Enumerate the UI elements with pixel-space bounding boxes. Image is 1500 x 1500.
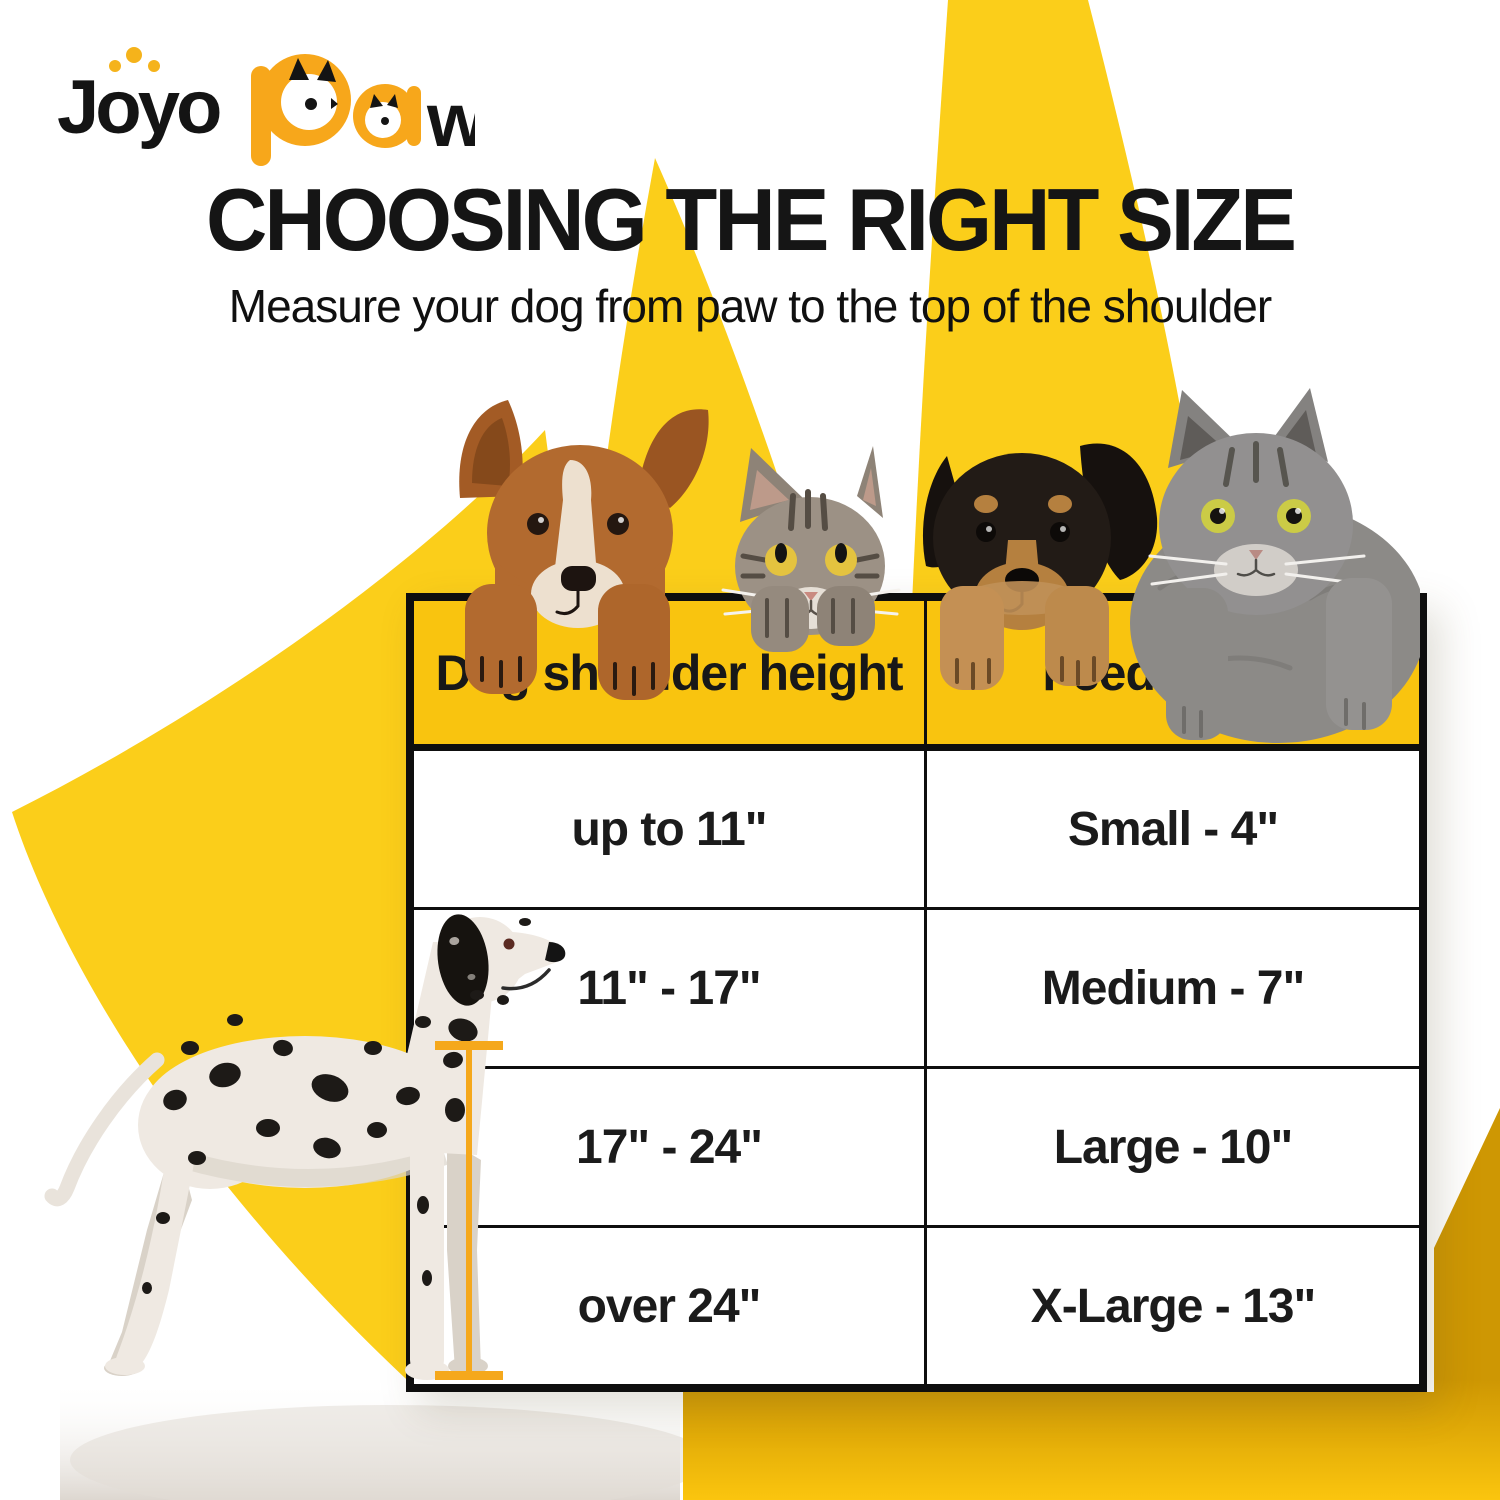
dalmatian-illustration: [44, 914, 566, 1380]
dog-nose: [545, 942, 566, 963]
brand-text-joyo: Joyo: [57, 65, 220, 150]
bottom-mustard-shape: [683, 1108, 1500, 1500]
cell-feeder-0: Small - 4": [1067, 802, 1279, 856]
table-row: up to 11" Small - 4": [414, 748, 1419, 907]
cell-feeder-2: Large - 10": [1053, 1120, 1294, 1174]
dog-paw: [465, 584, 537, 694]
cell-height-2: 17" - 24": [414, 1069, 927, 1225]
cell-height-0: up to 11": [414, 751, 927, 907]
brand-logo: Joyo w: [57, 47, 475, 166]
brown-dog-photo: [459, 400, 709, 700]
measuring-line: [435, 1041, 503, 1380]
cat-paw: [1166, 588, 1228, 740]
tabby-cat-photo: [721, 446, 901, 652]
cell-height-3: over 24": [414, 1228, 927, 1384]
logo-a-cat-icon: [353, 84, 421, 148]
cat-paw: [751, 586, 809, 652]
table-row: over 24" X-Large - 13": [414, 1225, 1419, 1384]
puppy-paw: [1045, 586, 1109, 686]
gray-cat-photo: [1130, 388, 1420, 743]
pets-photo-strip: [459, 388, 1420, 743]
cell-feeder-3: X-Large - 13": [1030, 1279, 1317, 1333]
black-tan-puppy-photo: [922, 443, 1158, 690]
dog-mouth: [501, 968, 551, 991]
puppy-paw: [940, 586, 1004, 690]
cell-height-1: 11" - 17": [414, 910, 927, 1066]
cell-feeder-1: Medium - 7": [1041, 961, 1305, 1015]
table-row: 17" - 24" Large - 10": [414, 1066, 1419, 1225]
dog-shadow: [70, 1405, 710, 1500]
paw-dots-icon: [109, 47, 160, 72]
cat-paw: [1326, 578, 1392, 730]
page-subtitle: Measure your dog from paw to the top of …: [228, 280, 1272, 332]
dog-eye: [503, 938, 515, 950]
page-title: CHOOSING THE RIGHT SIZE: [205, 171, 1297, 270]
dog-tail: [44, 1052, 165, 1207]
dog-ear: [437, 914, 489, 1006]
heading-block: CHOOSING THE RIGHT SIZE Measure your dog…: [0, 171, 1500, 333]
cat-paw: [817, 586, 875, 646]
dalmatian-spots: [142, 918, 531, 1294]
table-row: 11" - 17" Medium - 7": [414, 907, 1419, 1066]
brand-text-w: w: [426, 78, 475, 163]
logo-p-dog-icon: [251, 54, 351, 166]
dog-paw: [598, 584, 670, 700]
